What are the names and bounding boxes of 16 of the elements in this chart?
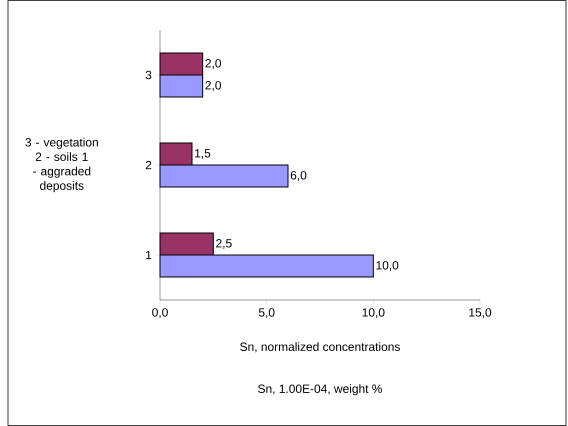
text: Sn, 1.00E-04, weight %: [258, 384, 382, 396]
data-label: 6,0: [290, 171, 306, 181]
x-tick-label: 0,0: [152, 308, 168, 318]
data-label: 10,0: [376, 261, 398, 271]
x-tick-label: 5,0: [258, 308, 275, 318]
y-axis-title: 3 - vegetation 2 - soils 1 - aggraded deposits: [25, 138, 98, 192]
y-tick-label: 2: [146, 160, 152, 170]
y-tick-label: 3: [146, 70, 152, 80]
x-axis-title: Sn, normalized concentrations: [240, 342, 400, 352]
data-label: 2,0: [205, 81, 222, 91]
data-label: 2,0: [205, 59, 222, 69]
data-label: 1,5: [195, 149, 210, 159]
x-tick-label: 10,0: [362, 308, 385, 318]
x-tick-label: 15,0: [469, 308, 492, 318]
data-label: 2,5: [216, 239, 232, 249]
y-tick-label: 1: [146, 250, 152, 260]
